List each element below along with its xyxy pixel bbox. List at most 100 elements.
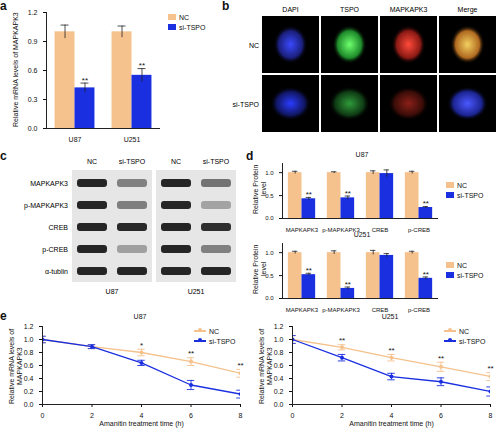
svg-text:0: 0	[291, 412, 295, 419]
svg-text:0.2: 0.2	[274, 388, 284, 395]
svg-text:0.8: 0.8	[24, 349, 34, 356]
svg-text:6: 6	[189, 412, 193, 419]
svg-text:0.6: 0.6	[28, 67, 38, 74]
svg-text:4: 4	[390, 412, 394, 419]
html-text:Relative mRNA levels of MAPKAP: Relative mRNA levels of MAPKAPK3	[8, 328, 23, 404]
html-text:si-TSPO: si-TSPO	[457, 191, 484, 199]
html-text:NC: NC	[457, 181, 468, 189]
svg-text:0.4: 0.4	[24, 375, 34, 382]
svg-text:0.6: 0.6	[274, 362, 284, 369]
svg-text:**: **	[487, 364, 493, 373]
svg-text:0.6: 0.6	[24, 362, 34, 369]
html-text:c: c	[0, 149, 7, 163]
svg-text:2: 2	[90, 412, 94, 419]
svg-text:1.2: 1.2	[28, 9, 38, 16]
svg-text:**: **	[139, 61, 145, 70]
svg-text:0.2: 0.2	[24, 388, 34, 395]
svg-text:1.0: 1.0	[24, 336, 34, 343]
svg-text:si-TSPO: si-TSPO	[203, 158, 230, 165]
html-text:a: a	[0, 0, 7, 13]
svg-text:**: **	[306, 190, 312, 199]
svg-text:**: **	[82, 76, 88, 85]
svg-text:1.2: 1.2	[274, 323, 284, 330]
svg-text:**: **	[423, 199, 429, 208]
svg-text:**: **	[339, 336, 345, 345]
svg-text:Merge: Merge	[458, 6, 478, 14]
svg-text:Amanitin treatment time (h): Amanitin treatment time (h)	[99, 420, 183, 428]
svg-text:**: **	[423, 270, 429, 279]
svg-text:0.0: 0.0	[265, 215, 274, 221]
svg-text:U251: U251	[124, 136, 141, 143]
svg-text:TSPO: TSPO	[340, 6, 360, 13]
svg-text:1.0: 1.0	[274, 336, 284, 343]
svg-text:0.9: 0.9	[28, 38, 38, 45]
svg-text:0: 0	[41, 412, 45, 419]
svg-text:NC: NC	[87, 158, 97, 165]
svg-text:α-tublin: α-tublin	[45, 268, 68, 275]
svg-text:1.0: 1.0	[265, 170, 274, 176]
svg-text:MAPKAPK3: MAPKAPK3	[390, 6, 428, 13]
svg-text:DAPI: DAPI	[282, 6, 298, 13]
html-text:U87: U87	[355, 151, 369, 158]
svg-text:U251: U251	[188, 288, 205, 295]
svg-text:p-CREB: p-CREB	[408, 227, 430, 233]
html-text:NC: NC	[459, 327, 470, 335]
svg-text:8: 8	[489, 412, 493, 419]
svg-text:0.3: 0.3	[28, 96, 38, 103]
html-text:NC: NC	[179, 13, 190, 21]
html-text:si-TSPO: si-TSPO	[457, 271, 484, 279]
svg-text:Amanitin treatment time (h): Amanitin treatment time (h)	[349, 420, 433, 428]
svg-text:si-TSPO: si-TSPO	[233, 101, 260, 108]
svg-text:U87: U87	[69, 136, 82, 143]
svg-text:CREB: CREB	[49, 224, 69, 231]
html-text:Relative mRNA levels of MAPKAP: Relative mRNA levels of MAPKAPK3	[258, 328, 273, 404]
svg-text:p-CREB: p-CREB	[408, 307, 430, 313]
svg-text:**: **	[345, 280, 351, 289]
html-text:Relative mRNA levels of MAPKAP: Relative mRNA levels of MAPKAPK3	[12, 12, 19, 128]
svg-text:p-MAPKAPK3: p-MAPKAPK3	[24, 202, 68, 210]
svg-text:MAPKAPK3: MAPKAPK3	[286, 307, 319, 313]
svg-text:1.0: 1.0	[265, 250, 274, 256]
svg-text:8: 8	[239, 412, 243, 419]
html-text:Relative Protein level: Relative Protein level	[252, 164, 267, 214]
html-text:si-TSPO: si-TSPO	[179, 23, 206, 31]
svg-text:NC: NC	[171, 158, 181, 165]
svg-text:p-CREB: p-CREB	[42, 246, 68, 254]
svg-text:4: 4	[140, 412, 144, 419]
html-text:U251: U251	[353, 231, 371, 238]
svg-text:2: 2	[340, 412, 344, 419]
svg-text:1.2: 1.2	[24, 323, 34, 330]
svg-text:**: **	[345, 189, 351, 198]
svg-text:CREB: CREB	[372, 307, 389, 313]
html-text:NC: NC	[457, 261, 468, 269]
svg-text:0.0: 0.0	[274, 401, 284, 408]
svg-text:0.0: 0.0	[265, 295, 274, 301]
html-text:si-TSPO: si-TSPO	[459, 337, 486, 345]
svg-text:0.4: 0.4	[274, 375, 284, 382]
html-text:d: d	[246, 149, 254, 163]
html-text:Relative Protein level: Relative Protein level	[252, 244, 267, 294]
html-text:si-TSPO: si-TSPO	[209, 337, 236, 345]
svg-text:si-TSPO: si-TSPO	[119, 158, 146, 165]
svg-text:0.5: 0.5	[265, 193, 274, 199]
svg-text:p-MAPKAPK3: p-MAPKAPK3	[322, 226, 360, 233]
svg-text:NC: NC	[249, 42, 259, 49]
svg-text:**: **	[237, 361, 243, 370]
svg-text:CREB: CREB	[372, 227, 389, 233]
svg-text:0.0: 0.0	[24, 401, 34, 408]
svg-text:0.0: 0.0	[28, 125, 38, 132]
svg-text:6: 6	[439, 412, 443, 419]
svg-text:MAPKAPK3: MAPKAPK3	[286, 227, 319, 233]
svg-text:0.5: 0.5	[265, 273, 274, 279]
svg-text:p-MAPKAPK3: p-MAPKAPK3	[322, 307, 360, 313]
svg-text:**: **	[438, 354, 444, 363]
svg-text:MAPKAPK3: MAPKAPK3	[30, 180, 68, 187]
svg-text:U87: U87	[106, 288, 119, 295]
svg-text:0.8: 0.8	[274, 349, 284, 356]
html-text:NC: NC	[209, 327, 220, 335]
svg-text:**: **	[388, 346, 394, 355]
html-text:b: b	[222, 0, 230, 13]
svg-text:**: **	[188, 349, 194, 358]
svg-text:**: **	[306, 266, 312, 275]
svg-text:*: *	[140, 341, 143, 350]
